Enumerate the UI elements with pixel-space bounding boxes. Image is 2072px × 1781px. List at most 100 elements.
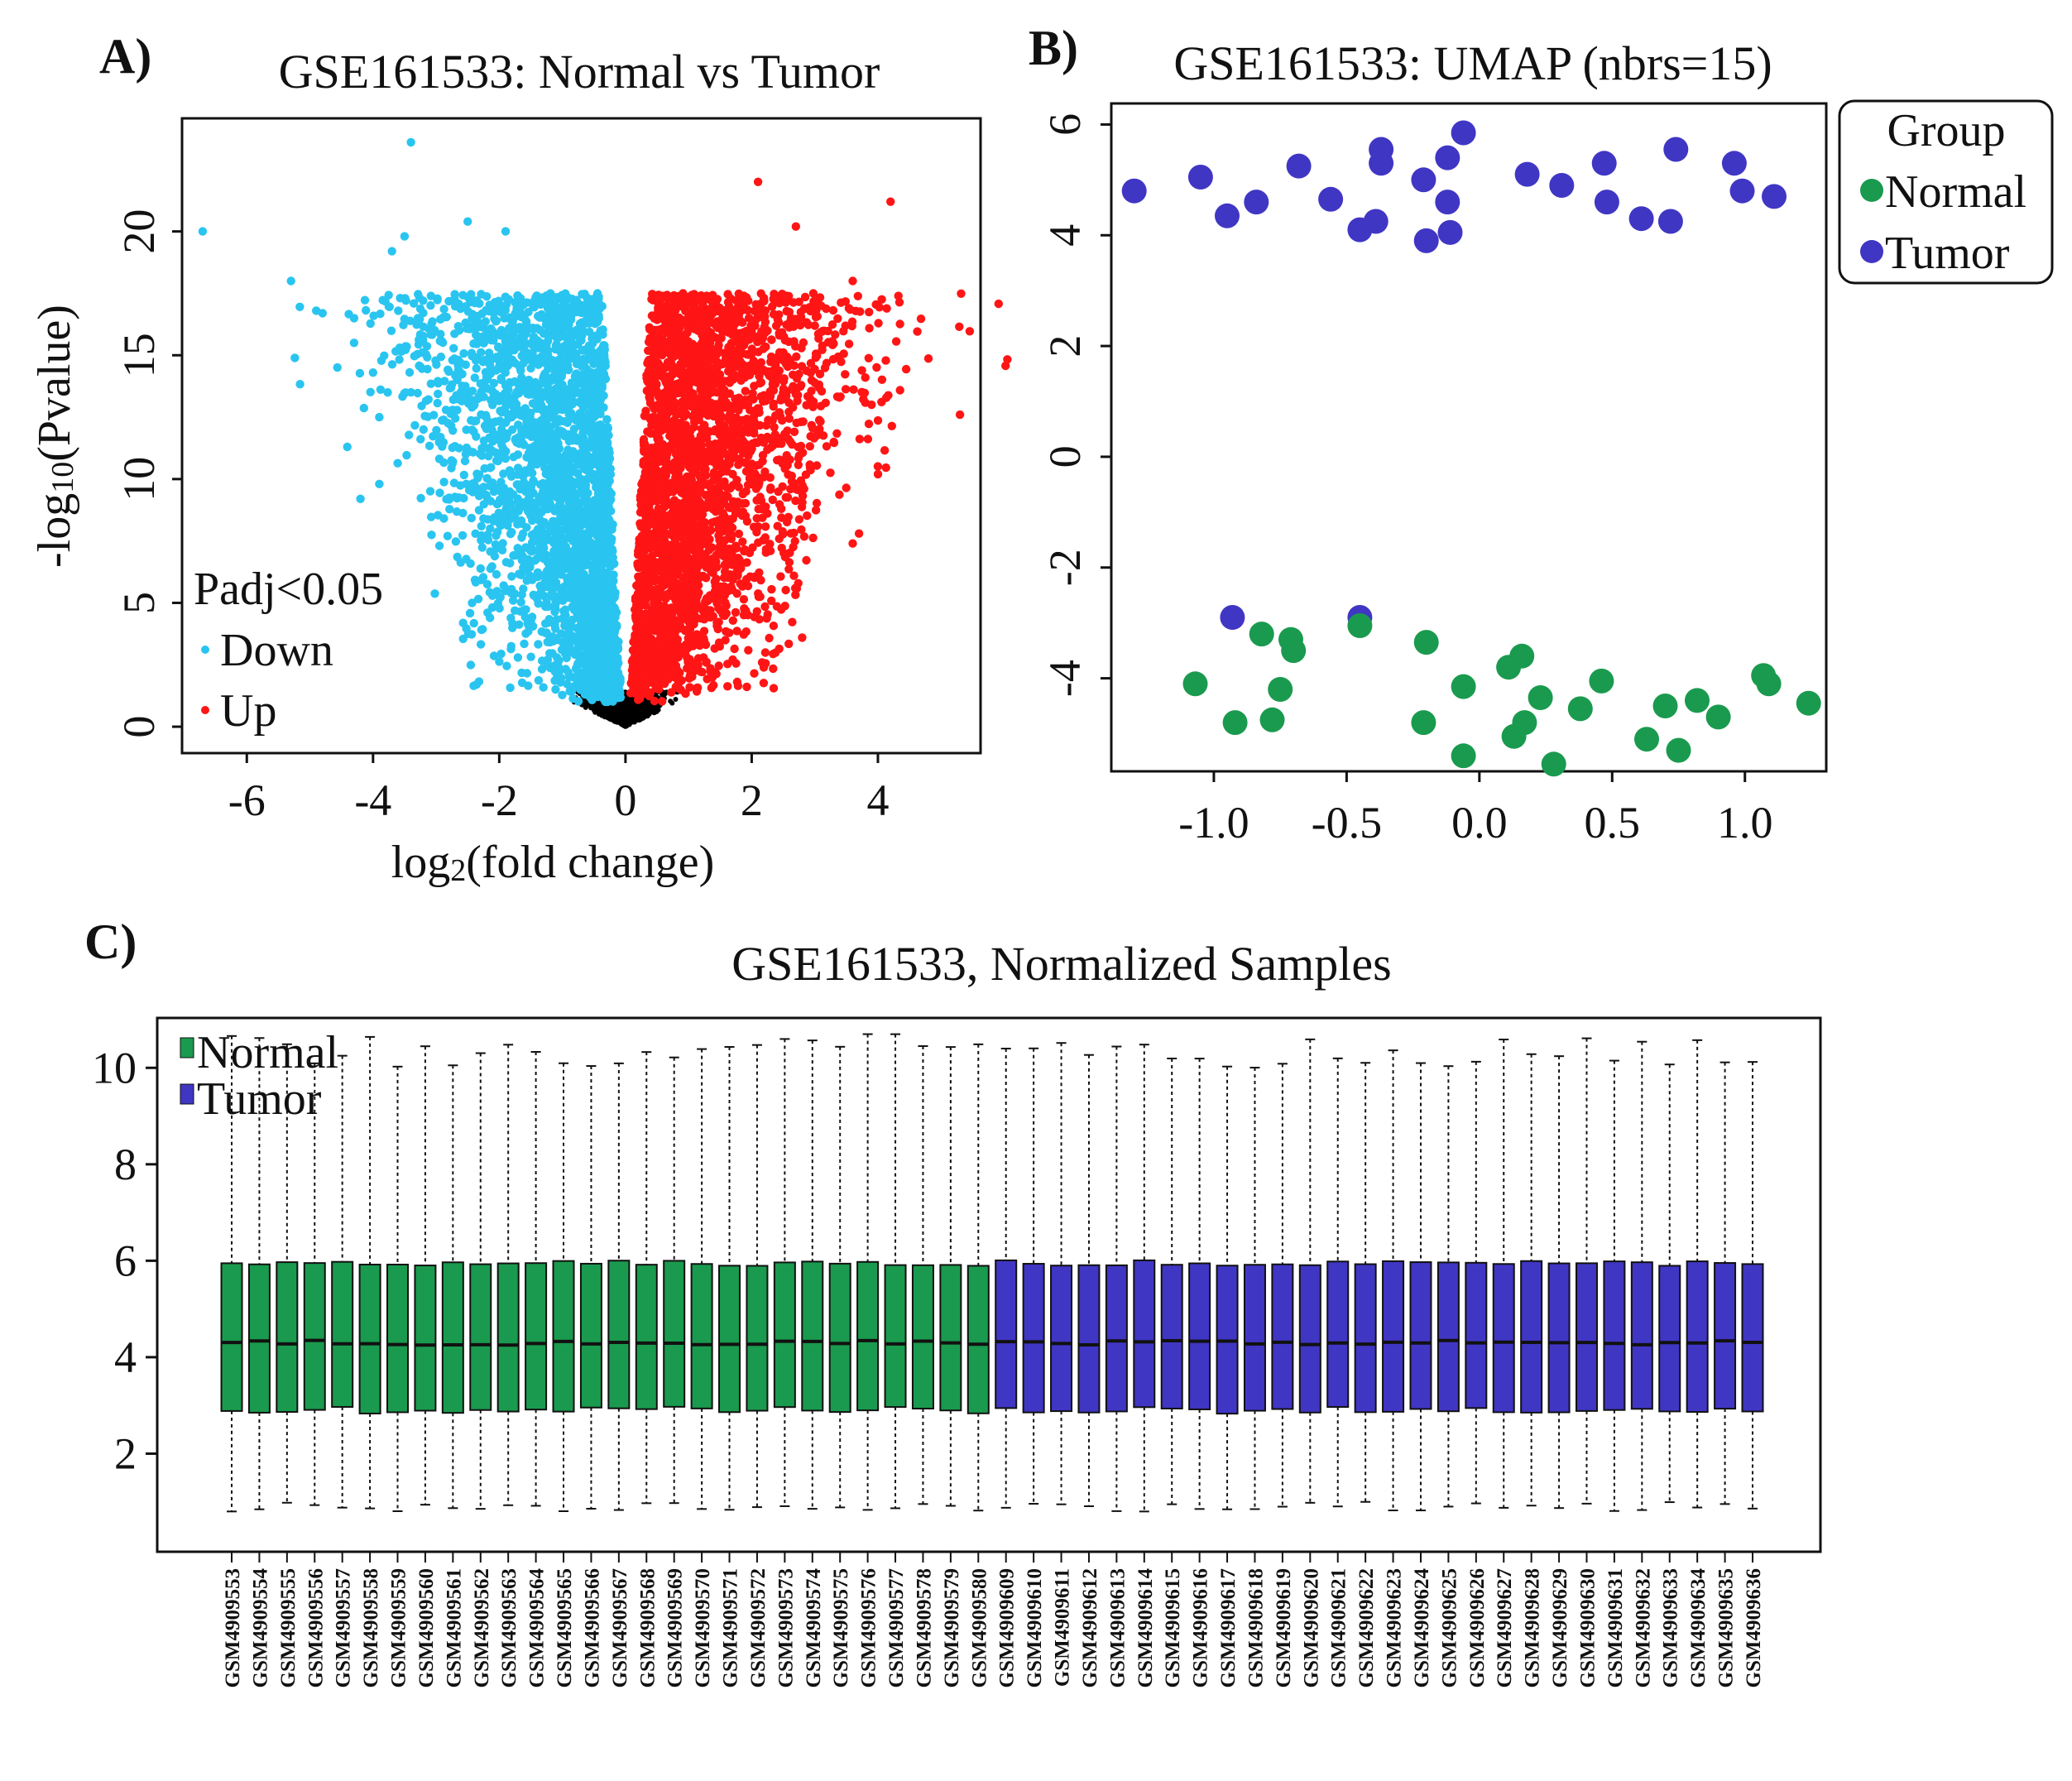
volcano-down-point bbox=[495, 657, 504, 666]
volcano-up-point bbox=[881, 463, 890, 473]
volcano-down-point bbox=[487, 335, 496, 345]
volcano-down-point bbox=[470, 373, 479, 382]
volcano-up-point bbox=[683, 634, 693, 643]
volcano-down-point bbox=[508, 322, 518, 331]
volcano-down-point bbox=[459, 470, 468, 480]
volcano-up-point bbox=[847, 321, 856, 331]
volcano-down-point bbox=[564, 500, 573, 509]
volcano-down-point bbox=[573, 697, 583, 706]
volcano-up-point bbox=[812, 498, 822, 508]
volcano-down-point bbox=[508, 596, 518, 605]
volcano-down-point bbox=[453, 406, 462, 415]
volcano-up-point bbox=[796, 312, 806, 322]
volcano-up-point bbox=[743, 581, 753, 591]
volcano-points bbox=[198, 137, 1012, 729]
volcano-up-point bbox=[800, 292, 810, 302]
volcano-up-point bbox=[957, 289, 966, 298]
volcano-down-point bbox=[416, 493, 425, 503]
volcano-down-point bbox=[477, 348, 486, 357]
volcano-ns-point bbox=[637, 715, 643, 721]
volcano-down-point bbox=[507, 527, 516, 537]
volcano-down-point bbox=[495, 449, 504, 459]
volcano-up-point bbox=[882, 304, 891, 313]
volcano-down-point bbox=[436, 329, 445, 338]
volcano-up-point bbox=[765, 473, 775, 482]
volcano-down-point bbox=[426, 291, 435, 300]
volcano-up-point bbox=[798, 497, 807, 507]
volcano-down-point bbox=[413, 388, 422, 398]
volcano-down-point bbox=[360, 295, 370, 305]
volcano-down-point bbox=[493, 456, 502, 466]
volcano-up-point bbox=[667, 688, 676, 697]
volcano-down-point bbox=[497, 545, 507, 554]
volcano-up-point bbox=[849, 385, 858, 394]
volcano-down-point bbox=[355, 368, 365, 378]
volcano-down-point bbox=[445, 505, 454, 514]
volcano-down-point bbox=[535, 547, 544, 557]
volcano-up-point bbox=[669, 353, 678, 362]
volcano-down-point bbox=[444, 296, 453, 306]
volcano-down-point bbox=[359, 403, 368, 413]
volcano-up-point bbox=[736, 579, 745, 588]
volcano-up-point bbox=[895, 298, 904, 307]
volcano-down-point bbox=[439, 514, 448, 523]
volcano-down-point bbox=[434, 389, 443, 399]
volcano-down-point bbox=[599, 391, 608, 401]
volcano-up-point bbox=[873, 415, 883, 425]
volcano-ns-point bbox=[618, 702, 624, 707]
volcano-up-point bbox=[828, 305, 838, 315]
volcano-down-point bbox=[433, 398, 442, 408]
volcano-ns-point bbox=[625, 709, 631, 715]
volcano-down-point bbox=[602, 415, 612, 424]
volcano-up-point bbox=[710, 377, 719, 386]
volcano-up-point bbox=[706, 606, 715, 615]
volcano-up-point bbox=[766, 483, 775, 492]
volcano-down-point bbox=[426, 379, 435, 388]
volcano-up-point bbox=[1003, 355, 1012, 364]
volcano-up-point bbox=[881, 393, 891, 402]
volcano-up-point bbox=[860, 388, 870, 397]
volcano-up-point bbox=[770, 430, 779, 439]
volcano-down-point bbox=[529, 590, 538, 599]
volcano-down-point bbox=[475, 449, 485, 458]
volcano-up-point bbox=[805, 303, 814, 312]
volcano-up-point bbox=[744, 399, 753, 409]
volcano-up-point bbox=[873, 462, 883, 471]
volcano-down-point bbox=[439, 478, 448, 487]
volcano-down-point bbox=[558, 614, 567, 623]
volcano-down-point bbox=[576, 398, 585, 408]
volcano-down-point bbox=[516, 366, 525, 376]
volcano-up-point bbox=[803, 511, 812, 521]
volcano-down-point bbox=[458, 530, 468, 540]
volcano-up-point bbox=[650, 696, 659, 706]
volcano-ns-point bbox=[583, 704, 588, 710]
volcano-up-point bbox=[710, 517, 720, 526]
volcano-down-point bbox=[416, 434, 425, 444]
volcano-down-point bbox=[405, 367, 415, 377]
volcano-up-point bbox=[835, 393, 844, 402]
volcano-down-point bbox=[477, 543, 487, 552]
volcano-up-point bbox=[730, 644, 739, 654]
volcano-up-point bbox=[771, 321, 781, 330]
volcano-up-point bbox=[744, 314, 754, 323]
volcano-down-point bbox=[402, 450, 411, 460]
volcano-up-point bbox=[658, 697, 667, 706]
volcano-down-point bbox=[479, 500, 488, 509]
volcano-up-point bbox=[670, 653, 679, 663]
volcano-up-point bbox=[802, 555, 811, 565]
volcano-up-point bbox=[784, 414, 794, 423]
volcano-up-point bbox=[754, 504, 763, 514]
volcano-up-point bbox=[895, 386, 904, 395]
volcano-down-point bbox=[534, 599, 543, 608]
volcano-up-point bbox=[787, 385, 796, 394]
volcano-up-point bbox=[818, 431, 828, 440]
volcano-down-point bbox=[534, 640, 543, 649]
volcano-up-point bbox=[808, 533, 818, 543]
volcano-down-point bbox=[430, 589, 439, 598]
volcano-up-point bbox=[864, 353, 874, 362]
volcano-up-point bbox=[822, 442, 832, 451]
volcano-down-point bbox=[427, 530, 436, 540]
volcano-down-point bbox=[425, 487, 435, 496]
volcano-up-point bbox=[756, 377, 766, 387]
